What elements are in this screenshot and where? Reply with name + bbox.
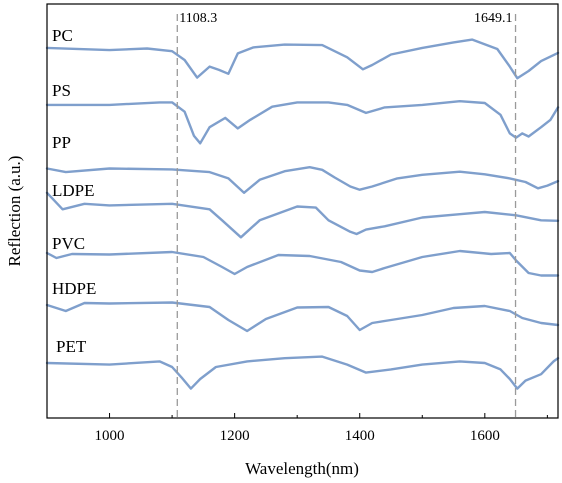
x-axis-ticks: 1000 1200 1400 1600: [46, 413, 548, 444]
plot-frame: [46, 3, 559, 419]
y-axis-label: Reflection (a.u.): [5, 156, 24, 267]
reference-lines-group: 1108.3 1649.1: [176, 11, 517, 418]
series-label-hdpe: HDPE: [52, 279, 96, 298]
series-labels-group: PC PS PP LDPE PVC HDPE PET: [52, 26, 96, 356]
series-label-pvc: PVC: [52, 234, 85, 253]
series-line-pvc: [45, 249, 560, 277]
series-label-ps: PS: [52, 81, 71, 100]
series-label-pet: PET: [56, 337, 87, 356]
series-line-ps: [45, 100, 560, 145]
reference-label-2: 1649.1: [474, 11, 513, 26]
series-line-pet: [45, 355, 560, 390]
series-label-pc: PC: [52, 26, 73, 45]
x-axis-label: Wavelength(nm): [245, 459, 359, 478]
series-label-pp: PP: [52, 133, 71, 152]
series-line-pc: [45, 38, 560, 80]
reference-label-1: 1108.3: [179, 11, 217, 26]
series-line-ldpe: [45, 191, 560, 239]
x-tick-label-1000: 1000: [95, 428, 125, 444]
x-tick-label-1600: 1600: [470, 428, 500, 444]
x-tick-label-1200: 1200: [220, 428, 250, 444]
series-line-pp: [45, 166, 560, 194]
series-label-ldpe: LDPE: [52, 181, 95, 200]
curves-group: [45, 38, 560, 390]
x-tick-label-1400: 1400: [345, 428, 375, 444]
series-line-hdpe: [45, 301, 560, 333]
